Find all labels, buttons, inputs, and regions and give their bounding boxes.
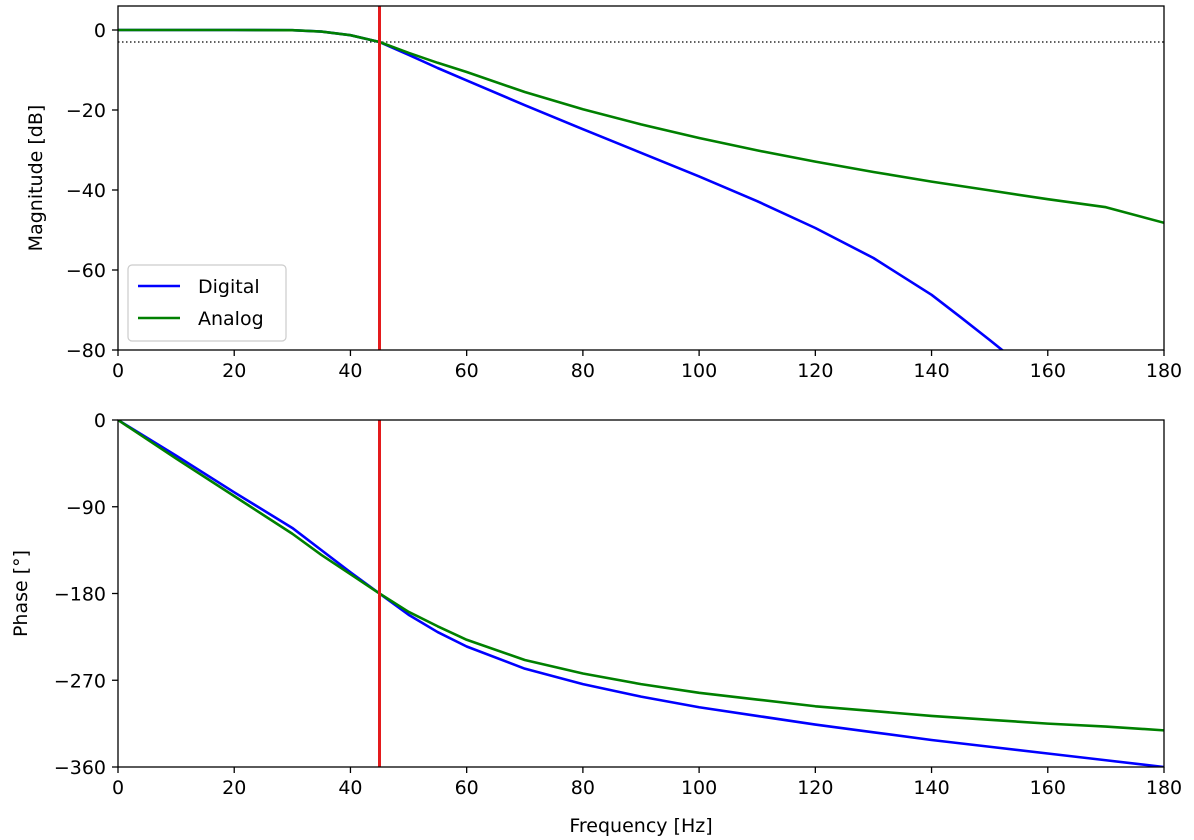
series-line-analog — [118, 420, 1164, 732]
x-axis-label: Frequency [Hz] — [569, 815, 712, 837]
x-tick-label: 60 — [455, 777, 479, 799]
x-tick-label: 160 — [1030, 360, 1066, 382]
magnitude-panel: 0 20 40 60 80 100 120 140 160 180 0 −20 −40 −60 −80 Mag… — [25, 5, 1182, 382]
y-tick-label: −20 — [66, 100, 106, 122]
x-tick-label: 140 — [913, 777, 949, 799]
axes-frame — [117, 5, 1165, 351]
series-line-digital — [118, 420, 1164, 767]
x-tick-label: 100 — [681, 360, 717, 382]
x-tick-label: 120 — [797, 777, 833, 799]
x-tick-label: 60 — [455, 360, 479, 382]
legend-label-analog: Analog — [198, 308, 264, 330]
x-tick-label: 180 — [1146, 777, 1182, 799]
y-axis-label: Magnitude [dB] — [25, 105, 47, 252]
y-tick-label: 0 — [94, 410, 106, 432]
x-tick-label: 40 — [338, 360, 362, 382]
x-tick-label: 20 — [222, 360, 246, 382]
x-tick-label: 160 — [1030, 777, 1066, 799]
x-tick-label: 180 — [1146, 360, 1182, 382]
x-tick-label: 80 — [571, 777, 595, 799]
y-tick-label: 0 — [94, 20, 106, 42]
y-axis-label: Phase [°] — [10, 550, 32, 637]
y-tick-label: −80 — [66, 340, 106, 362]
axes-frame — [117, 419, 1165, 768]
x-tick-label: 140 — [913, 360, 949, 382]
legend-box — [127, 264, 287, 342]
x-tick-label: 20 — [222, 777, 246, 799]
x-tick-label: 0 — [112, 360, 124, 382]
x-tick-label: 100 — [681, 777, 717, 799]
phase-panel: 0 20 40 60 80 100 120 140 160 180 0 −90 −180 −270 −360… — [10, 410, 1182, 837]
plot-area — [118, 6, 1164, 350]
x-tick-label: 80 — [571, 360, 595, 382]
x-tick-label: 0 — [112, 777, 124, 799]
y-tick-label: −90 — [66, 497, 106, 519]
series-line-analog — [118, 28, 1164, 225]
y-tick-label: −270 — [54, 670, 106, 692]
plot-area — [118, 420, 1164, 767]
y-tick-label: −40 — [66, 180, 106, 202]
legend: Digital Analog — [127, 264, 287, 342]
y-tick-label: −60 — [66, 260, 106, 282]
y-tick-label: −360 — [54, 757, 106, 779]
legend-label-digital: Digital — [198, 276, 260, 298]
x-tick-label: 40 — [338, 777, 362, 799]
x-tick-label: 120 — [797, 360, 833, 382]
y-tick-label: −180 — [54, 584, 106, 606]
